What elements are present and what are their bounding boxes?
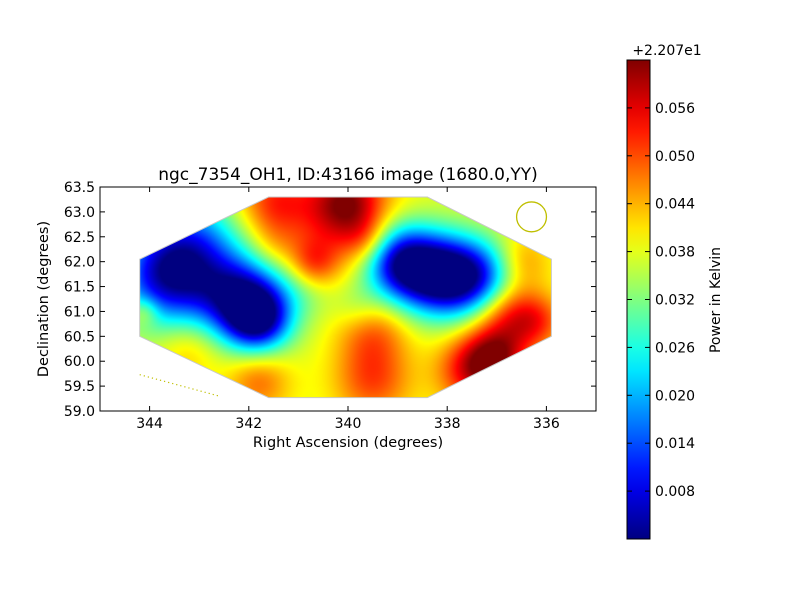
- sky-map: [139, 197, 552, 398]
- x-tick-label: 342: [235, 416, 262, 432]
- x-axis-ticks: 344 342 340 338 336: [136, 187, 560, 432]
- y-tick-label: 60.5: [64, 329, 95, 345]
- colorbar-tick-label: 0.026: [655, 340, 695, 356]
- y-axis-label: Declination (degrees): [36, 221, 52, 377]
- colorbar-ticks: 0.008 0.014 0.020 0.026 0.032 0.038 0.044 0.050…: [627, 101, 695, 500]
- map-outline: [139, 196, 552, 399]
- x-axis-label: Right Ascension (degrees): [253, 435, 443, 451]
- y-tick-label: 59.5: [64, 379, 95, 395]
- colorbar-tick-label: 0.020: [655, 388, 695, 404]
- y-axis-ticks: 59.0 59.5 60.0 60.5 61.0 61.5 62.0 62.5 63.0 63.5: [64, 180, 596, 420]
- colorbar-tick-label: 0.032: [655, 293, 695, 309]
- y-tick-label: 62.5: [64, 230, 95, 246]
- beam-circle: [515, 201, 548, 233]
- y-tick-label: 62.0: [64, 255, 95, 271]
- x-tick-label: 338: [434, 416, 461, 432]
- y-tick-label: 61.5: [64, 280, 95, 296]
- colorbar-tick-label: 0.014: [655, 436, 695, 452]
- colorbar-fill: [627, 60, 650, 539]
- colorbar-offset-label: +2.207e1: [632, 43, 701, 59]
- x-tick-label: 344: [136, 416, 163, 432]
- chart-title: ngc_7354_OH1, ID:43166 image (1680.0,YY): [158, 165, 538, 185]
- colorbar: 0.008 0.014 0.020 0.026 0.032 0.038 0.044 0.050…: [626, 43, 724, 540]
- y-tick-label: 61.0: [64, 304, 95, 320]
- y-tick-label: 63.0: [64, 205, 95, 221]
- power-map-image: [139, 197, 552, 398]
- x-tick-label: 340: [335, 416, 362, 432]
- colorbar-tick-label: 0.038: [655, 245, 695, 261]
- y-tick-label: 60.0: [64, 354, 95, 370]
- colorbar-tick-label: 0.044: [655, 197, 695, 213]
- y-tick-label: 63.5: [64, 180, 95, 196]
- colorbar-tick-label: 0.008: [655, 484, 695, 500]
- colorbar-label: Power in Kelvin: [708, 247, 724, 353]
- dotted-line: [139, 374, 220, 397]
- heatmap-plot: 344 342 340 338 336 59.0 59.5 60.0 60.5 61.0 61.5…: [64, 180, 597, 432]
- colorbar-tick-label: 0.050: [655, 149, 695, 165]
- y-tick-label: 59.0: [64, 404, 95, 420]
- x-tick-label: 336: [533, 416, 560, 432]
- colorbar-tick-label: 0.056: [655, 101, 695, 117]
